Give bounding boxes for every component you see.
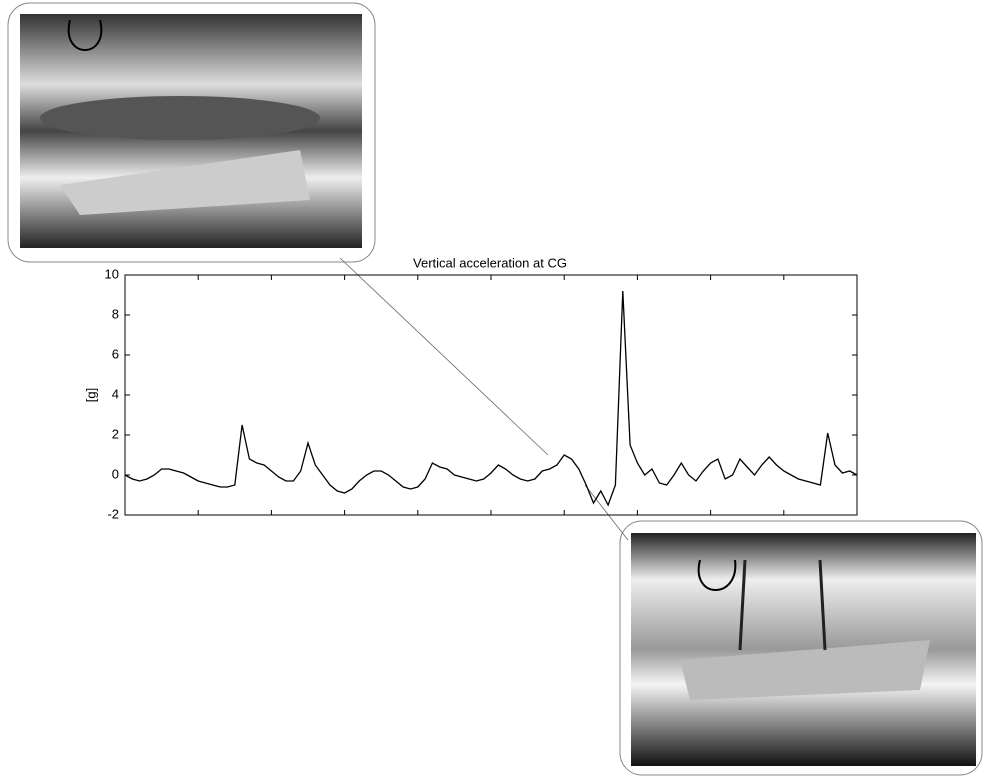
axes-box bbox=[125, 275, 857, 515]
plot: Vertical acceleration at CG [g] -2 0 2 4 6 8 1… bbox=[83, 255, 857, 521]
y-tick-label: 10 bbox=[105, 266, 119, 281]
leader-line bbox=[585, 485, 628, 540]
y-tick-label: 8 bbox=[112, 306, 119, 321]
y-tick-label: -2 bbox=[107, 506, 119, 521]
chart-title: Vertical acceleration at CG bbox=[413, 255, 567, 270]
photo-top bbox=[8, 3, 375, 262]
leader-line bbox=[340, 258, 548, 455]
series-line bbox=[125, 291, 857, 505]
figure: Vertical acceleration at CG [g] -2 0 2 4 6 8 1… bbox=[0, 0, 983, 776]
y-axis-label: [g] bbox=[83, 388, 98, 402]
y-tick-label: 4 bbox=[112, 386, 119, 401]
y-tick-label: 6 bbox=[112, 346, 119, 361]
photo-bottom bbox=[620, 521, 982, 775]
y-tick-label: 0 bbox=[112, 466, 119, 481]
y-tick-label: 2 bbox=[112, 426, 119, 441]
